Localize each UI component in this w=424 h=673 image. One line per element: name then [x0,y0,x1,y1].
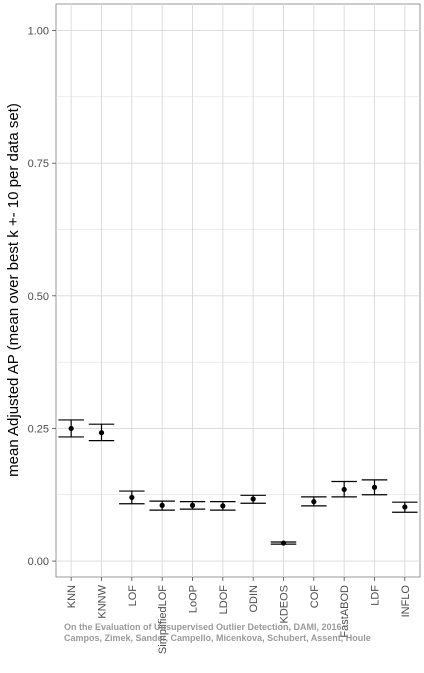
data-point-cof [311,499,317,505]
x-tick-label: LOF [127,585,139,607]
grid-lines [56,4,420,577]
x-tick-label: LoOP [188,585,200,613]
data-point-lof [129,494,135,501]
axes: 0.00 0.25 0.50 0.75 1.00 KNN KNNW LOF Simplified… [28,26,412,655]
data-point-kdeos [280,540,287,546]
plot-panel [55,3,421,578]
data-point-inflo [402,504,408,510]
y-tick-label: 0.50 [28,291,49,303]
data-point-ldf [371,484,378,490]
data-point-ldof [220,503,226,509]
data-point-knnw [98,430,105,436]
watermark-line-1: On the Evaluation of Unsupervised Outlie… [64,622,342,632]
x-tick-label: ODIN [248,585,260,613]
data-point-loop [189,502,196,508]
x-tick-label: LDOF [218,585,230,615]
x-tick-label: FastABOD [339,585,351,638]
y-tick-label: 1.00 [28,26,49,38]
y-tick-label: 0.00 [28,556,49,568]
data-point-simplifiedlof [159,502,165,508]
x-tick-label: KNN [66,585,78,608]
data-point-knn [68,425,74,432]
data-point-fastabod [341,486,347,493]
x-tick-label: KNNW [97,584,109,618]
x-tick-label: COF [309,585,321,609]
y-tick-label: 0.75 [28,158,49,170]
x-tick-label: SimplifiedLOF [157,585,169,654]
watermark-line-2: Campos, Zimek, Sander, Campello, Micenko… [64,633,371,643]
x-tick-label: INFLO [400,585,412,618]
data-point-odin [250,496,256,502]
y-tick-label: 0.25 [28,423,49,435]
y-axis-label: mean Adjusted AP (mean over best k +- 10… [5,103,22,477]
x-tick-label: KDEOS [279,585,291,624]
watermark: On the Evaluation of Unsupervised Outlie… [64,622,371,643]
data-marks [58,419,418,546]
x-tick-label: LDF [370,585,382,606]
